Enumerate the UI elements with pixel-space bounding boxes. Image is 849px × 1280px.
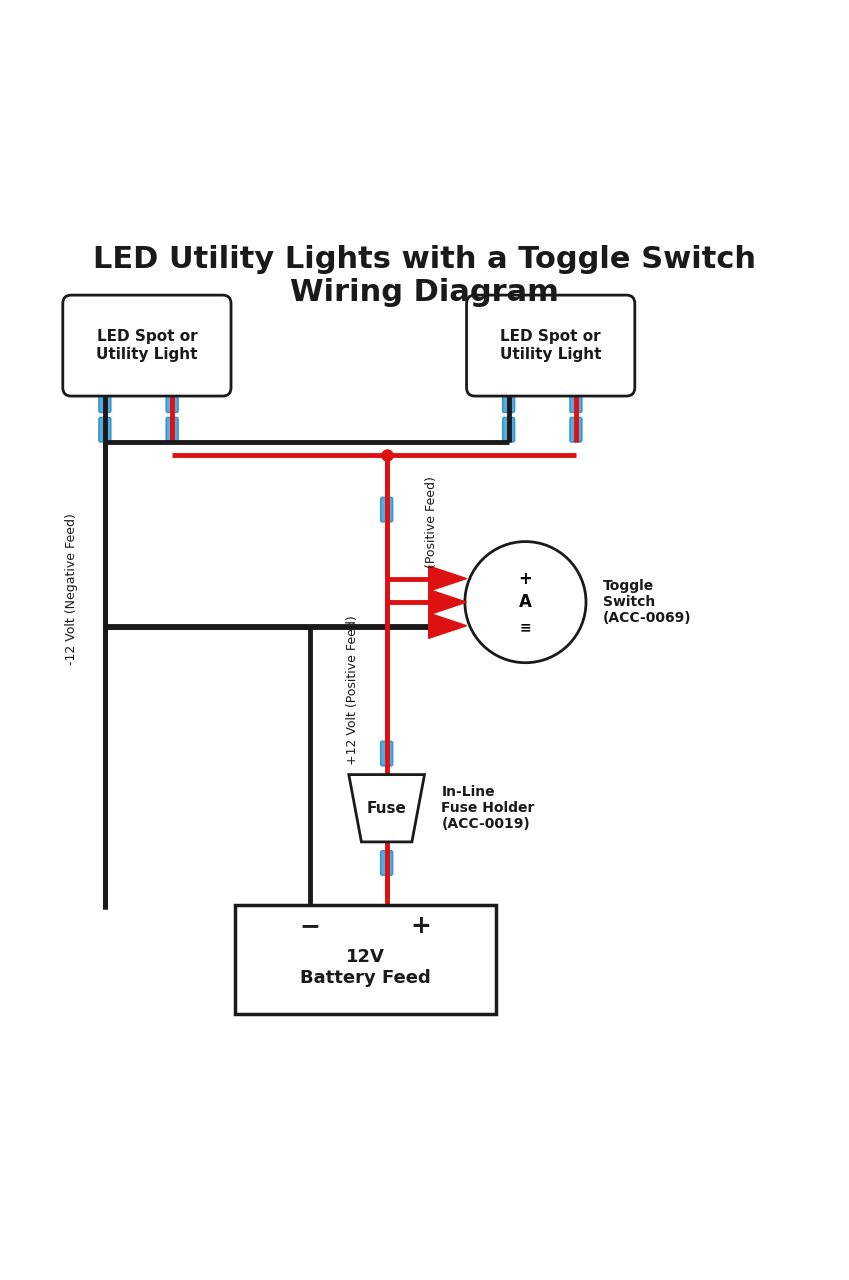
Text: A: A [519,593,531,611]
Text: 12V
Battery Feed: 12V Battery Feed [301,948,431,987]
Text: +: + [411,914,431,938]
Text: LED Spot or
Utility Light: LED Spot or Utility Light [500,329,601,362]
FancyBboxPatch shape [570,417,582,442]
Text: LED Utility Lights with a Toggle Switch
Wiring Diagram: LED Utility Lights with a Toggle Switch … [93,244,756,307]
FancyBboxPatch shape [99,417,110,442]
Text: +12 Volt (Positive Feed): +12 Volt (Positive Feed) [346,616,359,765]
Polygon shape [429,566,467,591]
Text: −: − [300,914,321,938]
FancyBboxPatch shape [380,498,392,522]
Polygon shape [429,613,467,639]
Text: Toggle
Switch
(ACC-0069): Toggle Switch (ACC-0069) [603,579,691,626]
Text: ≡: ≡ [520,621,531,635]
FancyBboxPatch shape [166,417,178,442]
FancyBboxPatch shape [99,388,110,412]
FancyBboxPatch shape [503,388,514,412]
FancyBboxPatch shape [467,296,635,396]
Text: In-Line
Fuse Holder
(ACC-0019): In-Line Fuse Holder (ACC-0019) [441,785,535,832]
FancyBboxPatch shape [380,741,392,765]
Text: -12 Volt (Negative Feed): -12 Volt (Negative Feed) [65,513,78,666]
FancyBboxPatch shape [503,417,514,442]
Text: Fuse: Fuse [367,801,407,815]
Text: LED Spot or
Utility Light: LED Spot or Utility Light [96,329,198,362]
Text: +: + [519,570,532,588]
FancyBboxPatch shape [166,388,178,412]
Polygon shape [349,774,424,842]
FancyBboxPatch shape [380,851,392,876]
Polygon shape [429,590,467,614]
FancyBboxPatch shape [235,905,496,1014]
FancyBboxPatch shape [570,388,582,412]
FancyBboxPatch shape [63,296,231,396]
Circle shape [465,541,586,663]
Text: (Positive Feed): (Positive Feed) [424,476,437,568]
